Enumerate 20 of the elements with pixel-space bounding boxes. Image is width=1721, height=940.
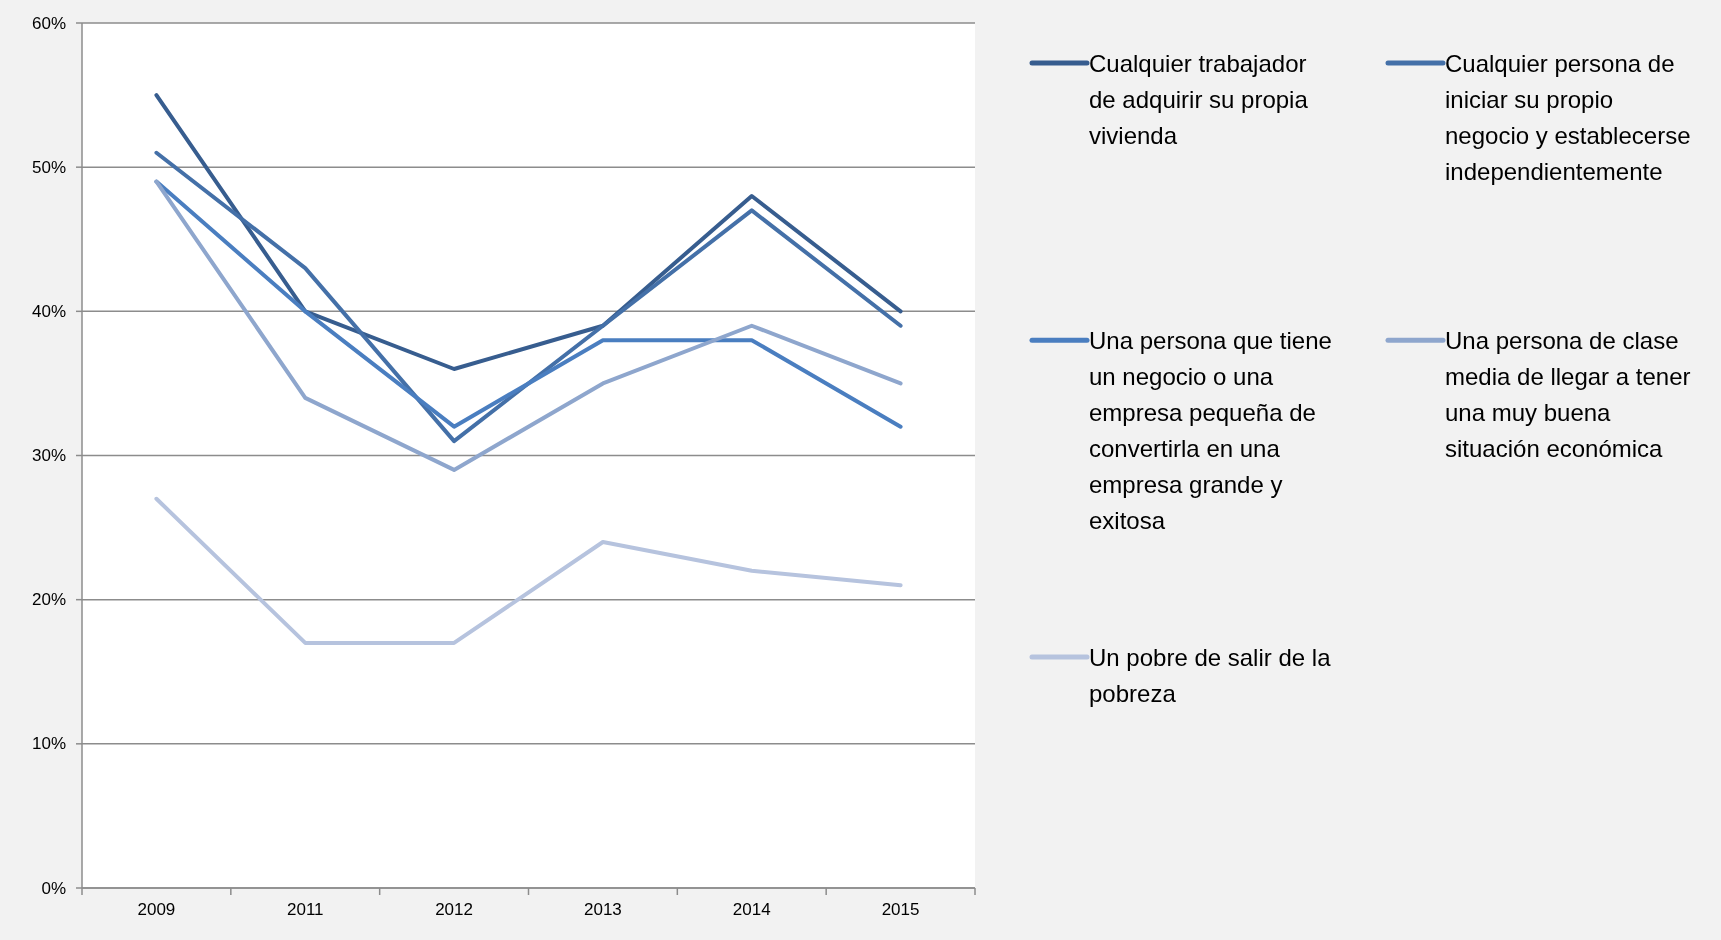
y-tick-label: 30%: [31, 446, 66, 465]
y-tick-label: 10%: [31, 734, 66, 754]
legend-label: Un pobre de salir de la pobreza: [1089, 643, 1332, 707]
legend-label: Cualquier persona de iniciar su propio negocio y establecerse independientemente: [1445, 49, 1691, 185]
legend-label: Cualquier trabajador de adquirir su propia vivienda: [1089, 49, 1309, 149]
legend-label: Una persona que tiene un negocio o una empresa pequeña de convertirla en una empresa grande y exitosa: [1089, 326, 1332, 534]
x-tick-label: 2015: [881, 900, 920, 919]
y-tick-label: 50%: [31, 157, 66, 177]
y-tick-label: 0%: [41, 878, 66, 898]
y-tick-label: 20%: [31, 590, 66, 610]
x-tick-label: 2012: [435, 900, 473, 919]
x-tick-label: 2009: [137, 900, 176, 919]
legend-label: Una persona de clase media de llegar a tener una muy buena situación económica: [1445, 326, 1691, 462]
line-series: [154, 496, 903, 645]
x-tick-label: 2013: [584, 900, 622, 919]
line-series: [154, 93, 903, 371]
x-tick-label: 2014: [732, 900, 771, 919]
y-tick-label: 60%: [31, 13, 66, 33]
x-tick-label: 2011: [286, 900, 324, 919]
y-tick-label: 40%: [31, 301, 66, 321]
